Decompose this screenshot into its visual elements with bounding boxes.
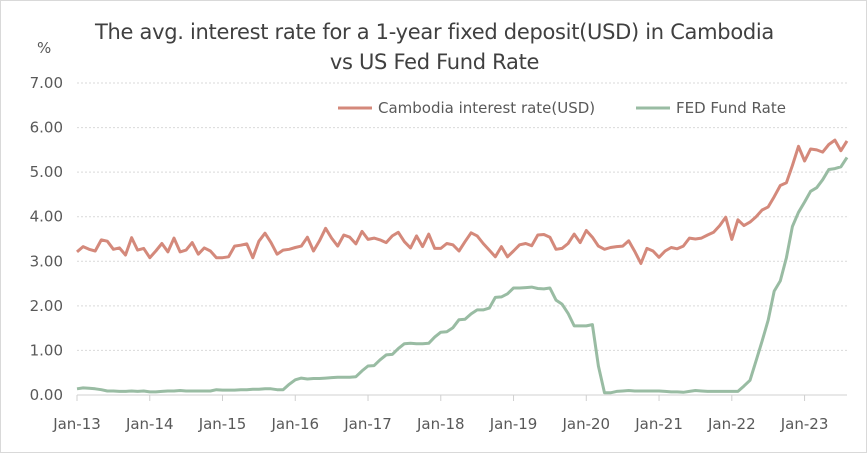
x-tick-label: Jan-23	[780, 415, 829, 433]
x-tick-label: Jan-22	[707, 415, 756, 433]
y-axis-label: %	[37, 39, 51, 57]
x-tick-label: Jan-18	[416, 415, 465, 433]
x-tick-label: Jan-13	[52, 415, 101, 433]
chart-title: The avg. interest rate for a 1-year fixe…	[1, 17, 867, 77]
y-tick-label: 5.00	[30, 163, 63, 181]
series-line-cambodia	[76, 138, 849, 265]
y-tick-label: 6.00	[30, 119, 63, 137]
y-tick-label: 7.00	[30, 74, 63, 92]
legend-label: Cambodia interest rate(USD)	[378, 99, 595, 117]
chart-title-line-1: The avg. interest rate for a 1-year fixe…	[95, 20, 774, 44]
x-tick-label: Jan-21	[634, 415, 683, 433]
x-tick-label: Jan-19	[489, 415, 538, 433]
x-tick-label: Jan-20	[561, 415, 610, 433]
y-tick-label: 3.00	[30, 252, 63, 270]
x-tick-label: Jan-14	[125, 415, 174, 433]
x-tick-label: Jan-17	[343, 415, 392, 433]
y-tick-label: 0.00	[30, 386, 63, 404]
x-tick-label: Jan-16	[270, 415, 319, 433]
chart-title-line-2: vs US Fed Fund Rate	[329, 50, 540, 74]
y-tick-label: 2.00	[30, 297, 63, 315]
y-tick-label: 4.00	[30, 208, 63, 226]
y-tick-label: 1.00	[30, 341, 63, 359]
legend-label: FED Fund Rate	[676, 99, 786, 117]
series-line-fed	[76, 156, 849, 395]
x-tick-label: Jan-15	[198, 415, 247, 433]
